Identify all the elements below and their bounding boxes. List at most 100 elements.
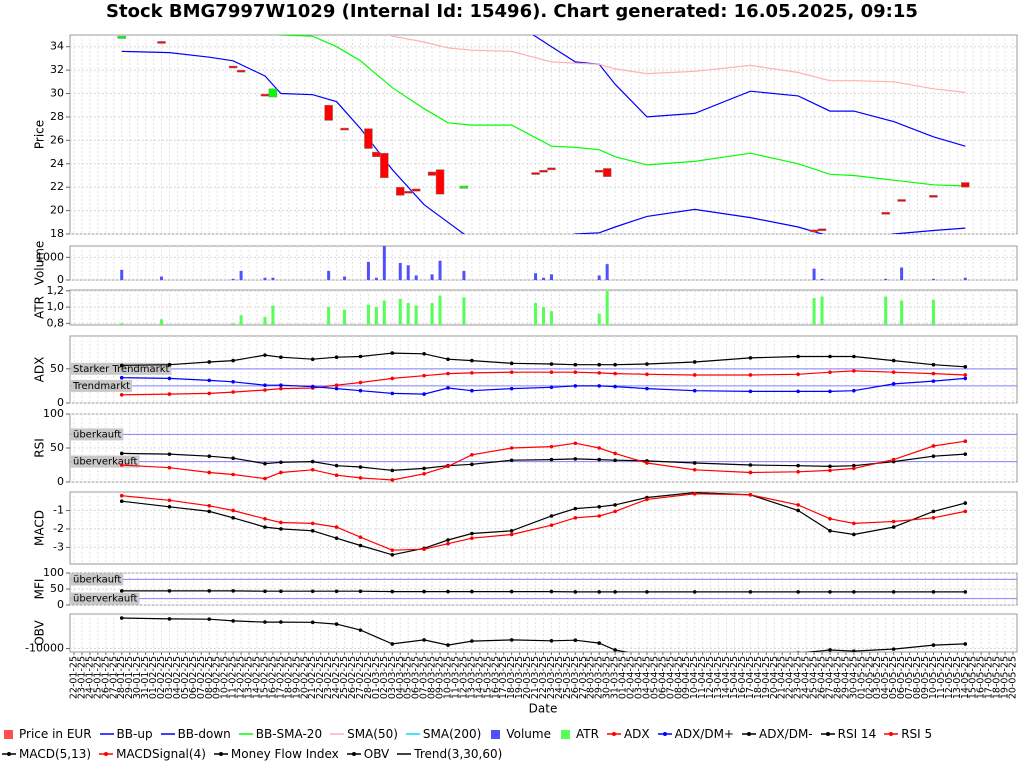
line-marker bbox=[796, 590, 800, 594]
y-tick-label: 1,2 bbox=[47, 284, 65, 297]
x-tick-label: 19-02-25 bbox=[291, 656, 302, 699]
line-marker bbox=[207, 378, 212, 383]
line-marker bbox=[963, 364, 968, 369]
line-marker bbox=[963, 376, 968, 381]
line-marker bbox=[828, 464, 832, 469]
line-marker bbox=[796, 503, 800, 507]
x-tick-label: 11-02-25 bbox=[228, 656, 239, 699]
x-tick-label: 02-05-25 bbox=[864, 656, 875, 699]
line-marker bbox=[891, 590, 896, 594]
y-tick-label: -2 bbox=[53, 522, 64, 535]
x-tick-label: 17-05-25 bbox=[984, 656, 995, 699]
y-tick-label: 32 bbox=[50, 63, 64, 76]
line-marker bbox=[891, 382, 896, 386]
x-tick-label: 12-02-25 bbox=[236, 656, 247, 699]
x-tick-label: 06-02-25 bbox=[188, 656, 199, 699]
line-marker bbox=[119, 616, 124, 620]
x-tick-label: 05-02-25 bbox=[180, 656, 191, 699]
candle bbox=[427, 171, 437, 176]
line-marker bbox=[796, 463, 800, 468]
series-line bbox=[532, 35, 966, 147]
x-tick-label: 06-03-25 bbox=[411, 656, 422, 699]
bar bbox=[931, 299, 935, 325]
line-marker bbox=[207, 360, 212, 364]
line-marker bbox=[279, 470, 283, 475]
x-tick-label: 10-02-25 bbox=[220, 656, 231, 699]
x-tick-label: 11-05-25 bbox=[936, 656, 947, 699]
line-marker bbox=[231, 390, 235, 394]
x-tick-label: 12-05-25 bbox=[944, 656, 955, 699]
line-marker bbox=[279, 386, 283, 391]
legend-symbol bbox=[218, 752, 223, 756]
bar bbox=[382, 300, 386, 325]
x-tick-label: 10-03-25 bbox=[443, 656, 454, 699]
line-marker bbox=[509, 446, 514, 450]
x-tick-label: 23-01-25 bbox=[76, 656, 87, 699]
x-tick-label: 20-02-25 bbox=[299, 656, 310, 699]
line-marker bbox=[358, 354, 363, 359]
line-marker bbox=[167, 376, 172, 381]
legend-symbol bbox=[7, 752, 11, 756]
line-marker bbox=[509, 361, 514, 366]
bar bbox=[374, 277, 378, 280]
y-axis-label: MFI bbox=[33, 579, 47, 600]
line-marker bbox=[692, 467, 697, 472]
x-tick-label: 25-01-25 bbox=[92, 656, 103, 699]
line-marker bbox=[310, 467, 315, 472]
line-marker bbox=[422, 373, 426, 378]
x-tick-label: 27-02-25 bbox=[355, 656, 366, 699]
chart: Stock BMG7997W1029 (Internal Id: 15496).… bbox=[25, 1, 1018, 716]
line-marker bbox=[645, 497, 649, 502]
line-marker bbox=[231, 456, 235, 461]
x-tick-label: 14-03-25 bbox=[474, 656, 485, 699]
line-marker bbox=[334, 386, 339, 391]
y-axis-label: MACD bbox=[33, 510, 47, 546]
legend-label: BB-SMA-20 bbox=[255, 727, 323, 741]
x-tick-label: 01-04-25 bbox=[618, 656, 629, 699]
line-marker bbox=[207, 504, 212, 508]
x-tick-label: 21-04-25 bbox=[777, 656, 788, 699]
x-tick-label: 09-02-25 bbox=[212, 656, 223, 699]
x-tick-label: 08-03-25 bbox=[427, 656, 438, 699]
plot-content bbox=[119, 616, 968, 652]
line-marker bbox=[446, 643, 450, 647]
plot-content bbox=[117, 35, 970, 234]
bar bbox=[597, 313, 601, 325]
x-tick-label: 30-04-25 bbox=[848, 656, 859, 699]
legend-label: BB-down bbox=[177, 727, 231, 741]
line-marker bbox=[852, 388, 856, 393]
x-tick-label: 23-04-25 bbox=[793, 656, 804, 699]
x-tick-label: 26-04-25 bbox=[817, 656, 828, 699]
x-tick-label: 12-03-25 bbox=[458, 656, 469, 699]
x-tick-label: 10-04-25 bbox=[689, 656, 700, 699]
legend-symbol bbox=[746, 732, 751, 736]
x-tick-label: 11-03-25 bbox=[450, 656, 461, 699]
line-marker bbox=[358, 388, 363, 393]
threshold-label: überverkauft bbox=[73, 457, 138, 468]
line-marker bbox=[334, 383, 339, 388]
line-marker bbox=[931, 444, 936, 448]
line-marker bbox=[692, 388, 697, 393]
x-tick-label: 16-03-25 bbox=[490, 656, 501, 699]
line-marker bbox=[279, 460, 283, 465]
line-marker bbox=[263, 353, 267, 357]
line-marker bbox=[597, 457, 602, 462]
x-tick-label: 23-02-25 bbox=[323, 656, 334, 699]
line-marker bbox=[613, 384, 617, 389]
y-tick-label: -3 bbox=[53, 540, 64, 553]
x-tick-label: 13-02-25 bbox=[244, 656, 255, 699]
line-marker bbox=[446, 357, 450, 362]
legend-label: ADX/DM+ bbox=[674, 727, 734, 741]
x-tick-label: 08-05-25 bbox=[912, 656, 923, 699]
bar bbox=[963, 277, 967, 280]
line-marker bbox=[828, 354, 832, 359]
line-marker bbox=[422, 466, 426, 471]
x-tick-label: 28-01-25 bbox=[116, 656, 127, 699]
y-axis-label: ATR bbox=[33, 296, 47, 319]
y-axis-label: Volume bbox=[33, 241, 47, 286]
line-marker bbox=[310, 589, 315, 594]
line-marker bbox=[470, 388, 474, 393]
legend-item: Trend(3,30,60) bbox=[397, 744, 502, 764]
series-line bbox=[387, 35, 966, 93]
legend: Price in EUR BB-up BB-down BB-SMA-20 SMA(50)… bbox=[2, 724, 1020, 764]
